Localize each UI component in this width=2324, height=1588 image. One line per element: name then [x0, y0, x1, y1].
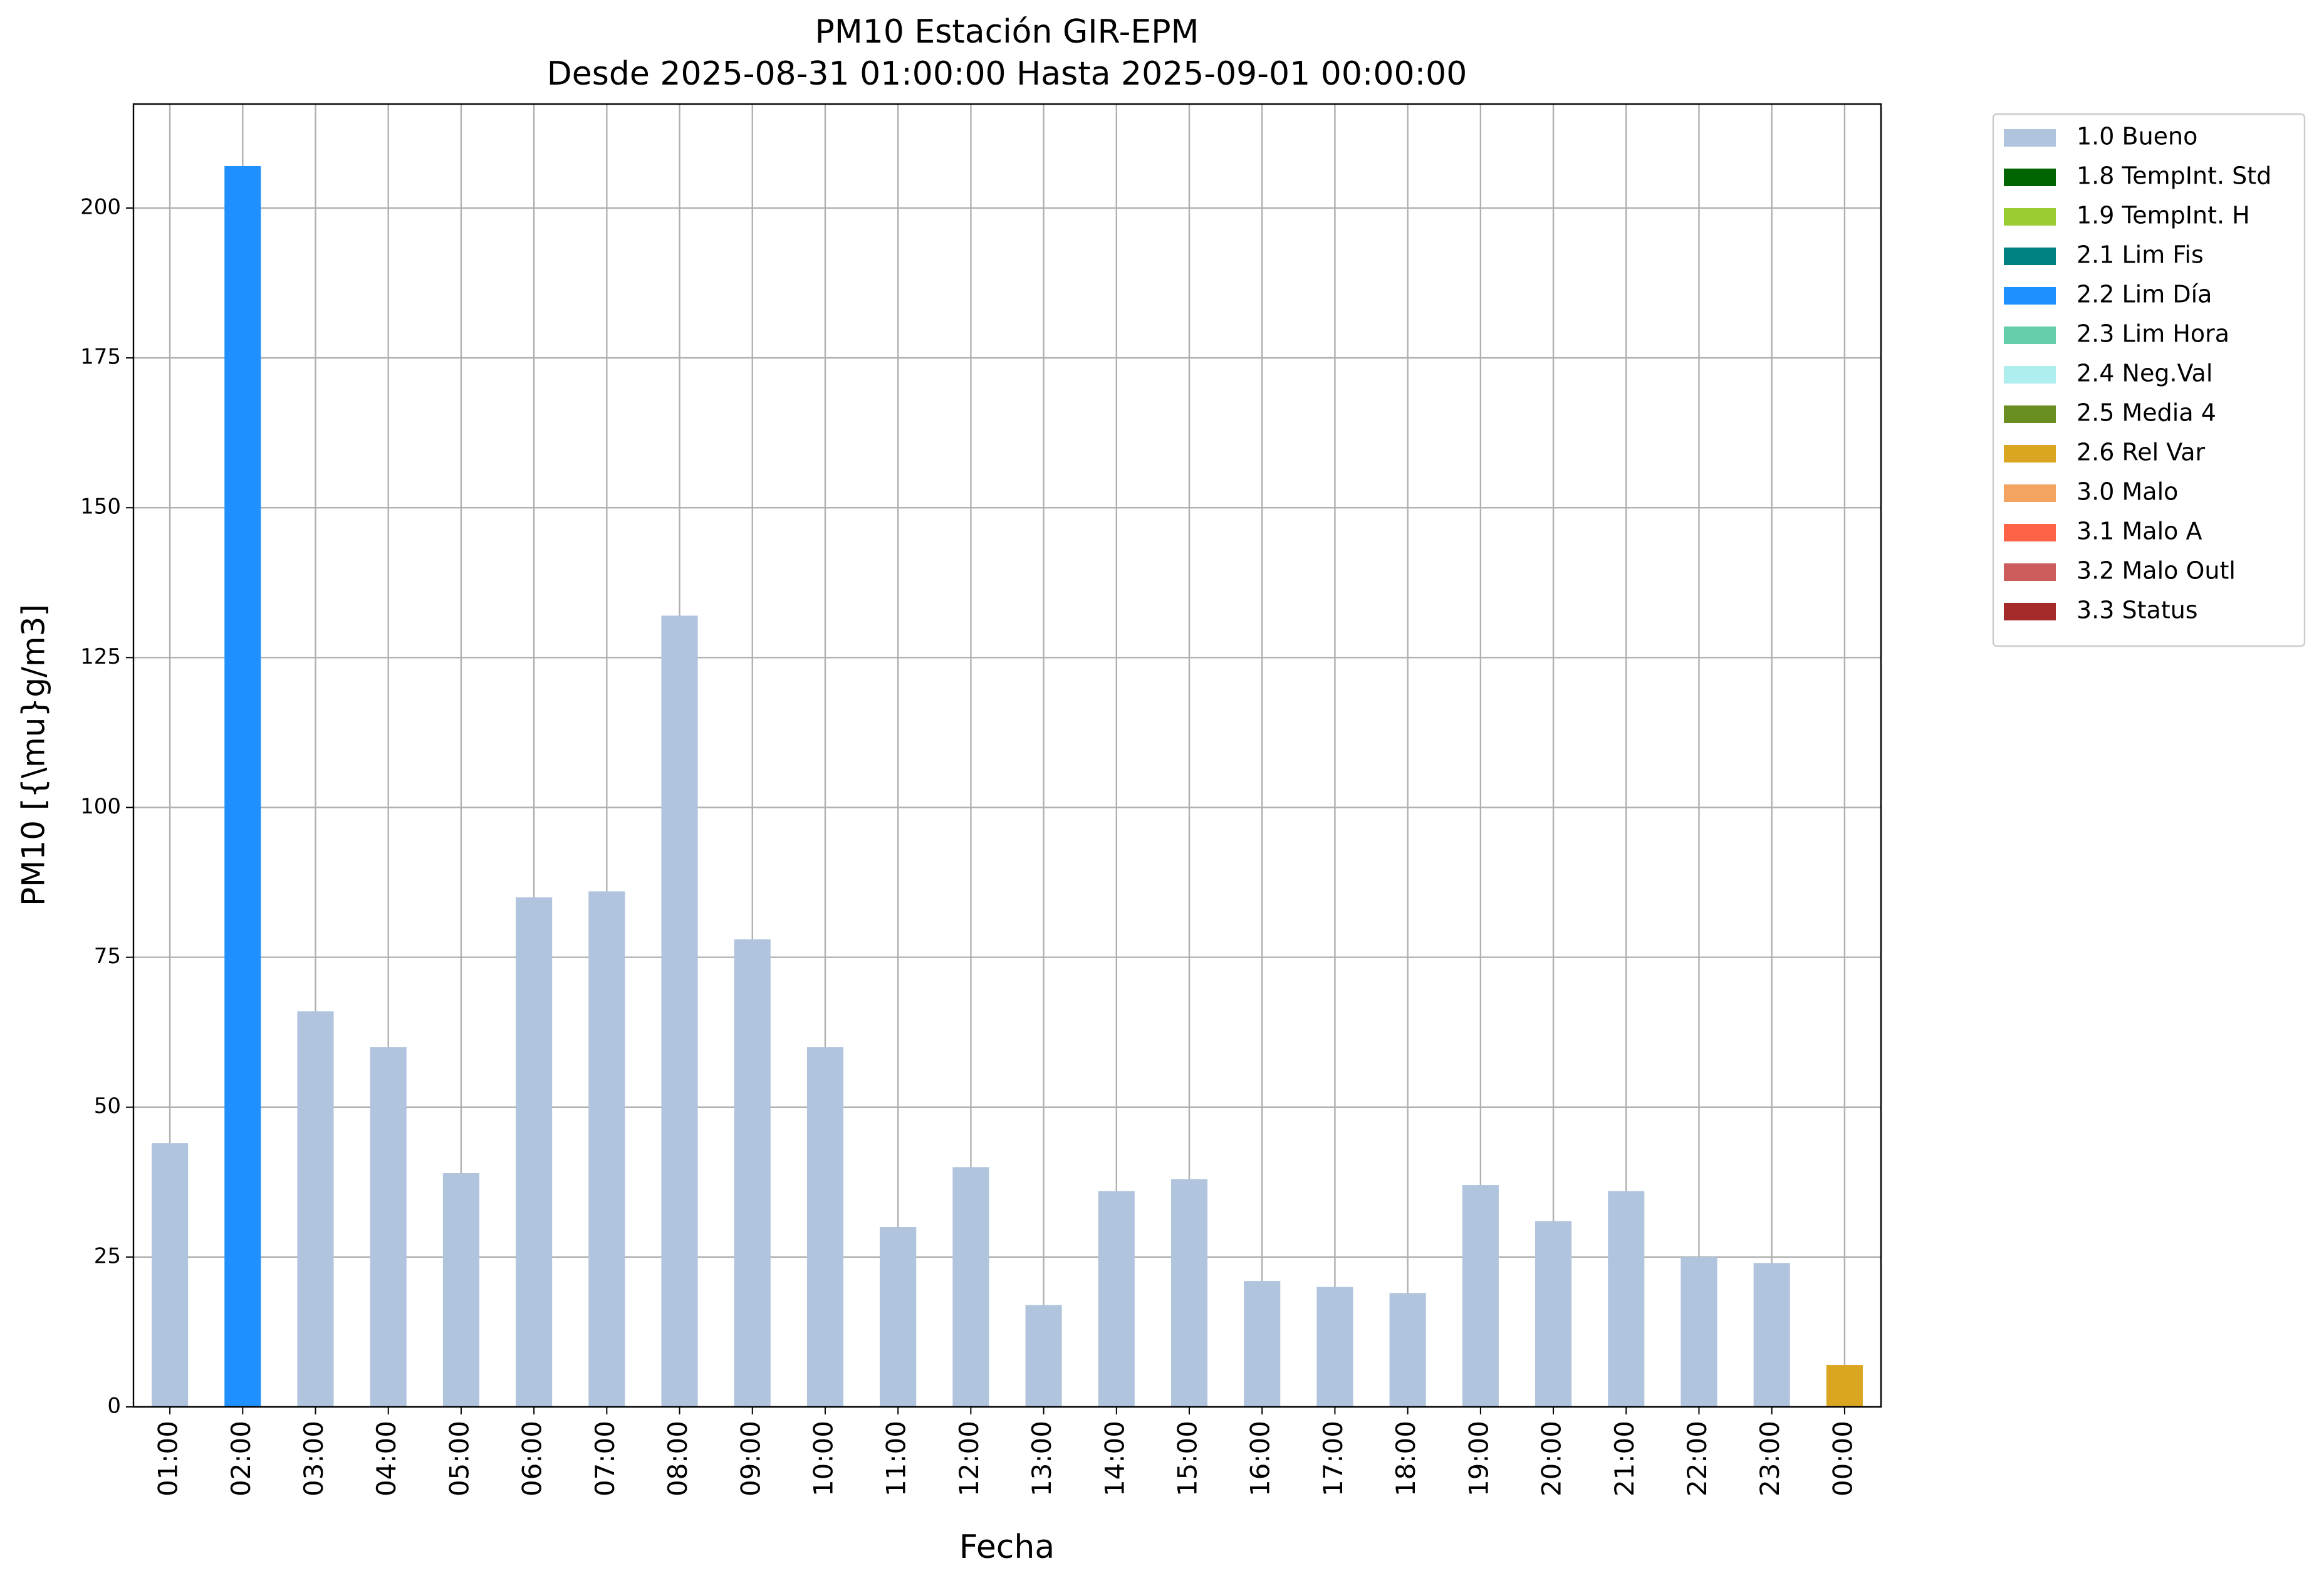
- legend-swatch: [2004, 524, 2056, 541]
- legend-swatch: [2004, 405, 2056, 423]
- x-tick-label: 00:00: [1827, 1421, 1858, 1497]
- legend-label: 2.2 Lim Día: [2076, 281, 2212, 308]
- bar: [1826, 1365, 1863, 1407]
- y-axis-label: PM10 [{\mu}g/m3]: [16, 604, 52, 906]
- x-tick-label: 06:00: [517, 1421, 548, 1497]
- x-tick-label: 07:00: [590, 1421, 620, 1497]
- x-axis-label: Fecha: [959, 1528, 1055, 1566]
- legend-label: 2.1 Lim Fis: [2076, 241, 2204, 269]
- legend-label: 2.4 Neg.Val: [2076, 360, 2212, 387]
- bar: [516, 897, 553, 1407]
- x-tick-label: 05:00: [444, 1421, 474, 1497]
- bar: [661, 615, 698, 1407]
- legend-swatch: [2004, 326, 2056, 344]
- legend-label: 3.2 Malo Outl: [2076, 557, 2236, 585]
- bar: [442, 1173, 479, 1407]
- bar: [152, 1143, 189, 1407]
- bar: [1608, 1191, 1645, 1407]
- x-tick-label: 21:00: [1609, 1421, 1640, 1497]
- y-tick-label: 175: [80, 345, 121, 370]
- x-tick-label: 13:00: [1026, 1421, 1057, 1497]
- bar: [1316, 1287, 1353, 1407]
- x-tick-label: 17:00: [1318, 1421, 1348, 1497]
- x-tick-label: 01:00: [153, 1421, 184, 1497]
- legend-swatch: [2004, 603, 2056, 620]
- legend-swatch: [2004, 169, 2056, 186]
- legend-swatch: [2004, 445, 2056, 462]
- bar: [1535, 1221, 1572, 1407]
- x-tick-label: 08:00: [662, 1421, 693, 1497]
- y-tick-label: 100: [80, 794, 121, 819]
- bar: [588, 891, 625, 1407]
- y-tick-label: 75: [94, 944, 121, 969]
- bar: [880, 1227, 917, 1407]
- legend-swatch: [2004, 129, 2056, 147]
- legend-swatch: [2004, 248, 2056, 265]
- bar: [1389, 1293, 1426, 1407]
- x-tick-label: 02:00: [226, 1421, 256, 1497]
- x-tick-label: 09:00: [735, 1421, 766, 1497]
- x-tick-label: 23:00: [1754, 1421, 1785, 1497]
- x-tick-label: 11:00: [881, 1421, 912, 1497]
- y-tick-label: 50: [94, 1094, 121, 1119]
- legend-label: 2.6 Rel Var: [2076, 439, 2206, 466]
- chart-title: PM10 Estación GIR-EPM: [815, 13, 1199, 51]
- bar: [1025, 1305, 1062, 1407]
- x-tick-label: 18:00: [1390, 1421, 1421, 1497]
- x-tick-label: 16:00: [1245, 1421, 1276, 1497]
- chart-subtitle: Desde 2025-08-31 01:00:00 Hasta 2025-09-…: [547, 55, 1467, 93]
- x-tick-label: 15:00: [1172, 1421, 1203, 1497]
- legend-swatch: [2004, 366, 2056, 384]
- plot-frame: [132, 103, 1882, 1408]
- legend-label: 2.3 Lim Hora: [2076, 320, 2229, 348]
- bar: [297, 1011, 334, 1407]
- legend-swatch: [2004, 563, 2056, 581]
- legend-swatch: [2004, 208, 2056, 226]
- bar: [1244, 1281, 1281, 1407]
- legend-label: 1.9 TempInt. H: [2076, 202, 2250, 229]
- y-tick-label: 125: [80, 644, 121, 669]
- bar: [1753, 1263, 1790, 1407]
- y-tick-label: 25: [94, 1243, 121, 1268]
- x-tick-label: 03:00: [298, 1421, 329, 1497]
- x-tick-label: 20:00: [1536, 1421, 1567, 1497]
- x-tick-label: 10:00: [808, 1421, 838, 1497]
- bar: [734, 939, 771, 1407]
- x-tick-label: 04:00: [371, 1421, 402, 1497]
- legend-swatch: [2004, 287, 2056, 305]
- legend-label: 1.8 TempInt. Std: [2076, 162, 2271, 190]
- bar: [1680, 1256, 1717, 1407]
- y-tick-label: 0: [107, 1394, 121, 1419]
- legend-label: 3.0 Malo: [2076, 478, 2178, 506]
- legend-swatch: [2004, 484, 2056, 502]
- x-tick-label: 22:00: [1682, 1421, 1712, 1497]
- legend-label: 2.5 Media 4: [2076, 399, 2216, 427]
- bar: [224, 166, 261, 1407]
- y-tick-label: 200: [80, 194, 121, 219]
- bar: [806, 1047, 844, 1407]
- bar: [370, 1047, 407, 1407]
- legend-label: 1.0 Bueno: [2076, 123, 2197, 150]
- x-tick-label: 19:00: [1463, 1421, 1494, 1497]
- x-tick-label: 12:00: [954, 1421, 984, 1497]
- legend-label: 3.3 Status: [2076, 597, 2198, 624]
- bar: [1170, 1179, 1208, 1407]
- legend-label: 3.1 Malo A: [2076, 518, 2202, 545]
- y-tick-label: 150: [80, 494, 121, 520]
- bar: [952, 1167, 989, 1407]
- legend-box: [1992, 113, 2306, 647]
- x-tick-label: 14:00: [1099, 1421, 1130, 1497]
- bar: [1098, 1191, 1135, 1407]
- bar: [1462, 1185, 1499, 1407]
